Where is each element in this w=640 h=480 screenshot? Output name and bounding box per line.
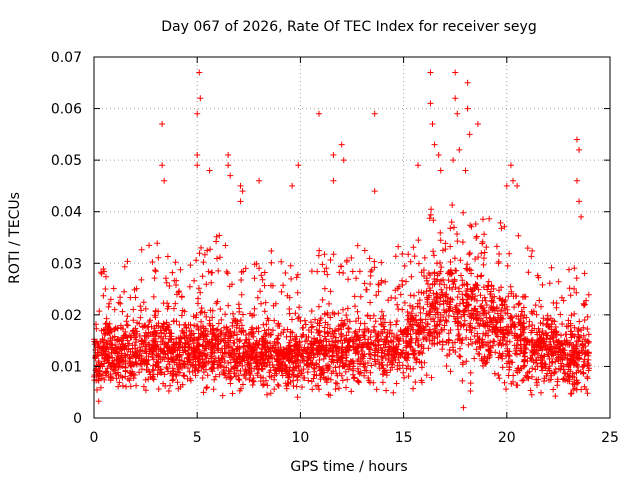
roti-point bbox=[330, 177, 337, 184]
roti-point bbox=[237, 182, 244, 189]
roti-point bbox=[197, 95, 204, 102]
roti-point bbox=[462, 167, 469, 174]
roti-point bbox=[338, 141, 345, 148]
x-tick-label: 25 bbox=[601, 430, 619, 446]
roti-point bbox=[194, 110, 201, 117]
y-tick-label: 0.06 bbox=[51, 102, 82, 118]
roti-point bbox=[330, 151, 337, 158]
y-tick-label: 0.01 bbox=[51, 359, 82, 375]
roti-point bbox=[194, 162, 201, 169]
y-tick-label: 0.04 bbox=[51, 205, 82, 221]
y-tick-label: 0.05 bbox=[51, 153, 82, 169]
roti-point bbox=[427, 100, 434, 107]
roti-point bbox=[225, 151, 232, 158]
roti-point bbox=[452, 95, 459, 102]
roti-point bbox=[161, 177, 168, 184]
roti-point bbox=[415, 162, 422, 169]
roti-point bbox=[576, 146, 583, 153]
data-points bbox=[91, 69, 593, 411]
roti-point bbox=[576, 198, 583, 205]
roti-point bbox=[429, 121, 436, 128]
y-axis-label: ROTI / TECUs bbox=[7, 192, 23, 284]
y-tick-label: 0 bbox=[73, 411, 82, 427]
roti-point bbox=[454, 110, 461, 117]
x-tick-label: 5 bbox=[193, 430, 202, 446]
roti-point bbox=[237, 198, 244, 205]
y-tick-label: 0.07 bbox=[51, 50, 82, 66]
roti-point bbox=[431, 141, 438, 148]
roti-point bbox=[507, 162, 514, 169]
roti-point bbox=[295, 162, 302, 169]
roti-point bbox=[159, 162, 166, 169]
roti-point bbox=[315, 110, 322, 117]
roti-point bbox=[474, 121, 481, 128]
roti-point-cloud bbox=[91, 202, 593, 405]
roti-point bbox=[227, 172, 234, 179]
roti-point bbox=[159, 121, 166, 128]
roti-point bbox=[573, 177, 580, 184]
roti-point bbox=[464, 105, 471, 112]
roti-point bbox=[239, 188, 246, 195]
x-tick-label: 20 bbox=[498, 430, 516, 446]
x-axis-label: GPS time / hours bbox=[290, 459, 407, 475]
plot-frame bbox=[93, 56, 611, 419]
roti-point bbox=[456, 146, 463, 153]
roti-point bbox=[509, 177, 516, 184]
y-tick-label: 0.02 bbox=[51, 308, 82, 324]
roti-point bbox=[437, 167, 444, 174]
roti-point bbox=[289, 182, 296, 189]
roti-point bbox=[371, 188, 378, 195]
chart-title: Day 067 of 2026, Rate Of TEC Index for r… bbox=[161, 19, 536, 35]
roti-point bbox=[435, 151, 442, 158]
roti-point bbox=[452, 69, 459, 76]
roti-point bbox=[427, 69, 434, 76]
roti-point bbox=[340, 157, 347, 164]
roti-point bbox=[196, 69, 203, 76]
y-tick-label: 0.03 bbox=[51, 256, 82, 272]
roti-point bbox=[256, 177, 263, 184]
roti-point bbox=[206, 167, 213, 174]
x-tick-label: 15 bbox=[395, 430, 413, 446]
axes: 0 5 10 15 20 25 0 0.01 0.02 0.03 0.04 0.05 0.06 0.07 bbox=[51, 50, 619, 446]
roti-point bbox=[194, 151, 201, 158]
roti-point bbox=[466, 131, 473, 138]
roti-point bbox=[578, 213, 585, 220]
roti-point bbox=[464, 79, 471, 86]
roti-point bbox=[371, 110, 378, 117]
roti-point bbox=[225, 162, 232, 169]
roti-point bbox=[450, 157, 457, 164]
roti-point bbox=[514, 182, 521, 189]
x-tick-label: 0 bbox=[90, 430, 99, 446]
roti-point bbox=[573, 136, 580, 143]
x-tick-label: 10 bbox=[291, 430, 309, 446]
roti-point bbox=[460, 404, 467, 411]
roti-point bbox=[503, 182, 510, 189]
